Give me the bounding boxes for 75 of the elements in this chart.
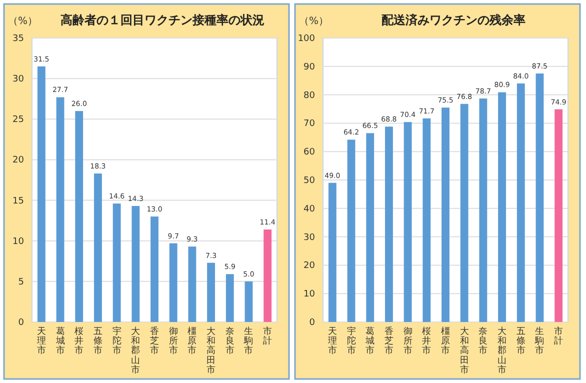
bar xyxy=(150,216,158,322)
bar xyxy=(188,246,196,322)
x-tick-label: 天理市 xyxy=(36,326,46,356)
y-tick-label: 30 xyxy=(12,74,24,85)
bar xyxy=(498,92,506,322)
x-tick-label: 葛城市 xyxy=(364,326,375,356)
x-tick-label: 生駒市 xyxy=(243,326,254,356)
y-tick-label: 40 xyxy=(304,204,316,214)
bar xyxy=(516,83,525,322)
x-tick-label: 奈良市 xyxy=(478,326,488,356)
x-tick-label: 香芝市 xyxy=(150,326,159,356)
y-tick-label: 90 xyxy=(304,62,316,72)
y-tick-label: 10 xyxy=(304,290,316,300)
x-tick-label: 宇陀市 xyxy=(112,326,122,356)
bar xyxy=(207,262,215,322)
y-tick-label: 70 xyxy=(304,119,316,130)
y-axis-title: （%） xyxy=(299,16,329,27)
chart-title: 配送済みワクチンの残余率 xyxy=(382,13,526,27)
y-tick-label: 80 xyxy=(304,90,316,101)
x-tick-label: 大和郡山市 xyxy=(498,326,507,376)
bar xyxy=(328,182,336,322)
y-tick-label: 20 xyxy=(12,156,24,166)
x-tick-label: 天理市 xyxy=(328,326,337,356)
x-tick-label: 御所市 xyxy=(403,326,412,356)
bar xyxy=(536,74,544,322)
x-tick-label: 橿原市 xyxy=(188,326,197,356)
y-axis-title: （%） xyxy=(8,16,38,27)
bar xyxy=(226,274,234,322)
x-tick-label: 五條市 xyxy=(516,327,526,356)
x-tick-label: 香芝市 xyxy=(384,326,394,356)
y-tick-label: 60 xyxy=(304,148,316,158)
y-tick-label: 20 xyxy=(304,261,316,272)
bar xyxy=(347,140,356,322)
x-tick-label: 橿原市 xyxy=(441,326,450,356)
bar xyxy=(460,104,468,322)
bar xyxy=(112,204,121,322)
x-tick-label: 桜井市 xyxy=(74,326,84,356)
bar xyxy=(169,243,178,322)
y-tick-label: 5 xyxy=(18,277,24,288)
chart-title: 高齢者の１回目ワクチン接種率の状況 xyxy=(60,13,264,27)
y-tick-label: 30 xyxy=(304,232,316,243)
x-tick-label: 葛城市 xyxy=(54,326,65,356)
bar xyxy=(56,97,64,322)
bar xyxy=(442,108,450,322)
bar xyxy=(479,98,488,322)
x-tick-label: 御所市 xyxy=(168,326,178,356)
y-tick-label: 0 xyxy=(309,318,316,328)
bar xyxy=(404,122,412,322)
x-tick-label: 大和郡山市 xyxy=(131,326,140,376)
x-tick-label: 五條市 xyxy=(93,327,102,356)
bar xyxy=(554,109,563,322)
y-tick-label: 35 xyxy=(12,34,24,44)
y-tick-label: 0 xyxy=(18,318,24,328)
x-tick-label: 生駒市 xyxy=(534,326,544,356)
bar xyxy=(244,281,253,322)
x-tick-label: 市計 xyxy=(554,326,564,347)
x-tick-label: 桜井市 xyxy=(422,326,432,356)
y-tick-label: 10 xyxy=(12,236,24,247)
x-tick-label: 市計 xyxy=(263,326,272,347)
x-tick-label: 大和高田市 xyxy=(460,326,469,376)
bar xyxy=(75,111,84,322)
bar xyxy=(94,174,102,322)
bar xyxy=(132,206,140,322)
x-tick-label: 宇陀市 xyxy=(346,326,356,356)
bar xyxy=(366,133,374,322)
bar xyxy=(422,118,431,322)
y-tick-label: 15 xyxy=(12,196,24,206)
y-tick-label: 50 xyxy=(304,176,316,186)
bar xyxy=(264,229,272,322)
x-tick-label: 奈良市 xyxy=(225,326,234,356)
bar xyxy=(37,66,46,322)
y-tick-label: 100 xyxy=(298,34,316,44)
y-tick-label: 25 xyxy=(12,115,24,126)
x-tick-label: 大和高田市 xyxy=(206,326,216,376)
bar xyxy=(385,126,393,322)
